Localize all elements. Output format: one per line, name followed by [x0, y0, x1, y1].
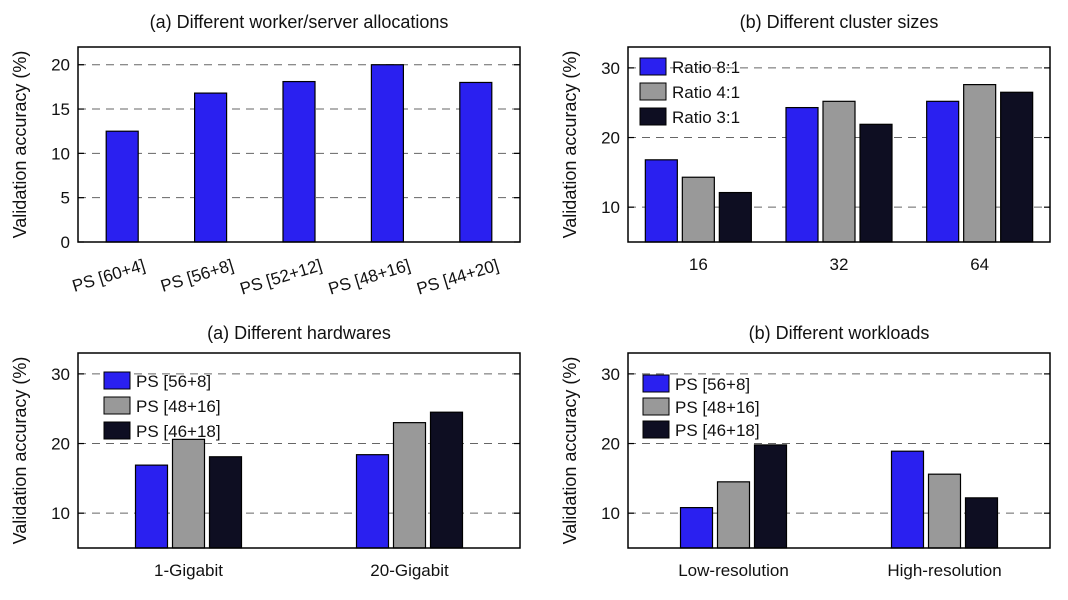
bar-ratio-3-1-0 — [718, 191, 752, 243]
bar-ratio-8-1-1 — [785, 106, 819, 243]
chart-title: (a) Different hardwares — [207, 323, 391, 343]
y-tick-label: 5 — [61, 189, 70, 208]
x-category-label: PS [48+16] — [326, 256, 412, 299]
x-category-label: 1-Gigabit — [154, 561, 223, 580]
chart-title: (a) Different worker/server allocations — [150, 12, 449, 32]
plot-frame — [627, 352, 1051, 549]
legend-label: PS [46+18] — [136, 422, 221, 441]
y-tick-label: 10 — [51, 504, 70, 523]
bar-ps-46-18--0 — [753, 444, 788, 549]
bar-ps-48-16--0 — [171, 438, 206, 549]
bar-ps-46-18--1 — [429, 411, 464, 549]
chart-title: (b) Different workloads — [749, 323, 930, 343]
bar-ratio-8-1-0 — [644, 159, 678, 243]
x-category-label: PS [44+20] — [415, 256, 501, 299]
y-tick-label: 20 — [601, 435, 620, 454]
legend: PS [56+8] PS [48+16] PS [46+18] — [103, 371, 221, 441]
x-category-label: High-resolution — [887, 561, 1001, 580]
legend-swatch — [642, 420, 670, 439]
bar-value-1 — [194, 92, 228, 243]
y-tick-label: 20 — [51, 435, 70, 454]
legend-label: PS [56+8] — [136, 372, 211, 391]
chart-title: (b) Different cluster sizes — [740, 12, 939, 32]
y-tick-label: 0 — [61, 233, 70, 252]
bar-value-0 — [105, 130, 139, 243]
chart-panel-1: (a) Different worker/server allocations V… — [10, 12, 521, 299]
y-tick-label: 30 — [601, 365, 620, 384]
plot-frame — [77, 46, 521, 243]
x-category-label: 64 — [970, 255, 989, 274]
y-axis-label: Validation accuracy (%) — [10, 51, 30, 239]
chart-panel-3: (a) Different hardwares Validation accura… — [10, 323, 521, 580]
chart-panel-2: (b) Different cluster sizes Validation ac… — [560, 12, 1051, 274]
bar-ratio-3-1-1 — [859, 123, 893, 243]
legend-swatch — [103, 396, 131, 415]
legend-label: PS [48+16] — [675, 398, 760, 417]
legend-label: Ratio 8:1 — [672, 58, 740, 77]
bar-ratio-4-1-1 — [822, 100, 856, 243]
legend-swatch — [639, 107, 667, 126]
legend-swatch — [639, 57, 667, 76]
bar-ratio-4-1-0 — [681, 176, 715, 243]
y-tick-label: 10 — [601, 198, 620, 217]
legend-label: Ratio 3:1 — [672, 108, 740, 127]
y-axis-label: Validation accuracy (%) — [10, 357, 30, 545]
bar-ps-46-18--0 — [208, 456, 243, 549]
legend-swatch — [642, 397, 670, 416]
bar-ps-56-8--1 — [890, 450, 925, 549]
x-category-label: PS [60+4] — [70, 256, 147, 296]
bar-value-4 — [459, 81, 493, 243]
y-tick-label: 10 — [601, 504, 620, 523]
legend: PS [56+8] PS [48+16] PS [46+18] — [642, 374, 760, 440]
y-axis-label: Validation accuracy (%) — [560, 357, 580, 545]
bar-ps-56-8--1 — [355, 454, 390, 549]
bar-ps-56-8--0 — [134, 464, 169, 549]
bar-ps-56-8--0 — [679, 507, 714, 549]
legend-label: PS [48+16] — [136, 397, 221, 416]
plot-frame — [627, 46, 1051, 243]
chart-panel-4: (b) Different workloads Validation accura… — [560, 323, 1051, 580]
legend-swatch — [639, 82, 667, 101]
legend-label: Ratio 4:1 — [672, 83, 740, 102]
bar-ps-48-16--1 — [927, 473, 962, 549]
x-category-label: PS [56+8] — [158, 256, 235, 296]
y-tick-label: 30 — [601, 59, 620, 78]
y-tick-label: 30 — [51, 365, 70, 384]
y-tick-label: 20 — [601, 129, 620, 148]
y-tick-label: 15 — [51, 100, 70, 119]
y-tick-label: 10 — [51, 144, 70, 163]
x-category-label: 20-Gigabit — [370, 561, 449, 580]
legend: Ratio 8:1 Ratio 4:1 Ratio 3:1 — [639, 57, 740, 127]
plot-frame — [77, 352, 521, 549]
bar-ps-48-16--0 — [716, 481, 751, 549]
bar-ratio-8-1-2 — [926, 100, 960, 243]
x-category-label: 32 — [830, 255, 849, 274]
x-category-label: Low-resolution — [678, 561, 789, 580]
y-tick-label: 20 — [51, 56, 70, 75]
bar-ps-48-16--1 — [392, 422, 427, 549]
legend-swatch — [103, 371, 131, 390]
x-category-label: PS [52+12] — [238, 256, 324, 299]
legend-swatch — [103, 421, 131, 440]
bar-ps-46-18--1 — [964, 497, 999, 549]
y-axis-label: Validation accuracy (%) — [560, 51, 580, 239]
legend-swatch — [642, 374, 670, 393]
bar-value-2 — [282, 80, 316, 243]
x-category-label: 16 — [689, 255, 708, 274]
legend-label: PS [56+8] — [675, 375, 750, 394]
legend-label: PS [46+18] — [675, 421, 760, 440]
bar-value-3 — [370, 64, 404, 243]
bar-ratio-3-1-2 — [1000, 91, 1034, 243]
bar-ratio-4-1-2 — [963, 84, 997, 243]
